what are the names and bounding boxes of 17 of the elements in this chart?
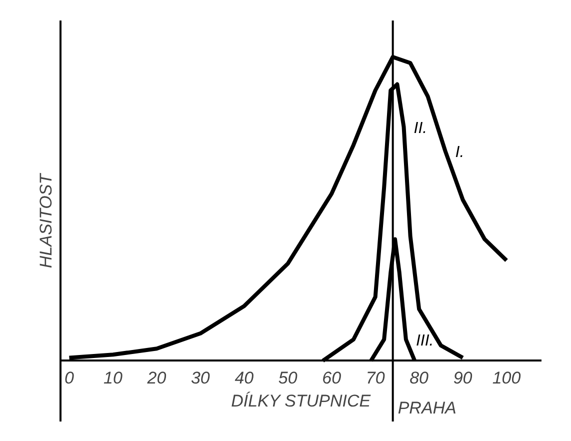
- series-label: II.: [414, 120, 428, 137]
- x-tick-label: 0: [64, 368, 75, 388]
- y-axis-title: HLASITOST: [36, 172, 56, 268]
- series-label: I.: [455, 144, 464, 162]
- x-tick-label: 100: [492, 368, 522, 388]
- x-tick-label: 60: [322, 368, 342, 388]
- x-tick-label: 10: [104, 368, 123, 388]
- x-tick-label: 90: [453, 368, 473, 388]
- x-tick-label: 30: [190, 368, 210, 388]
- x-axis-title: DÍLKY STUPNICE: [231, 392, 372, 410]
- series-label: III.: [416, 332, 434, 350]
- x-tick-label: 70: [366, 368, 386, 388]
- x-tick-label: 50: [278, 368, 298, 388]
- x-tick-label: 40: [234, 368, 254, 388]
- x-tick-label: 80: [410, 368, 430, 388]
- ref-line-label: PRAHA: [398, 398, 456, 418]
- x-tick-label: 20: [146, 368, 167, 388]
